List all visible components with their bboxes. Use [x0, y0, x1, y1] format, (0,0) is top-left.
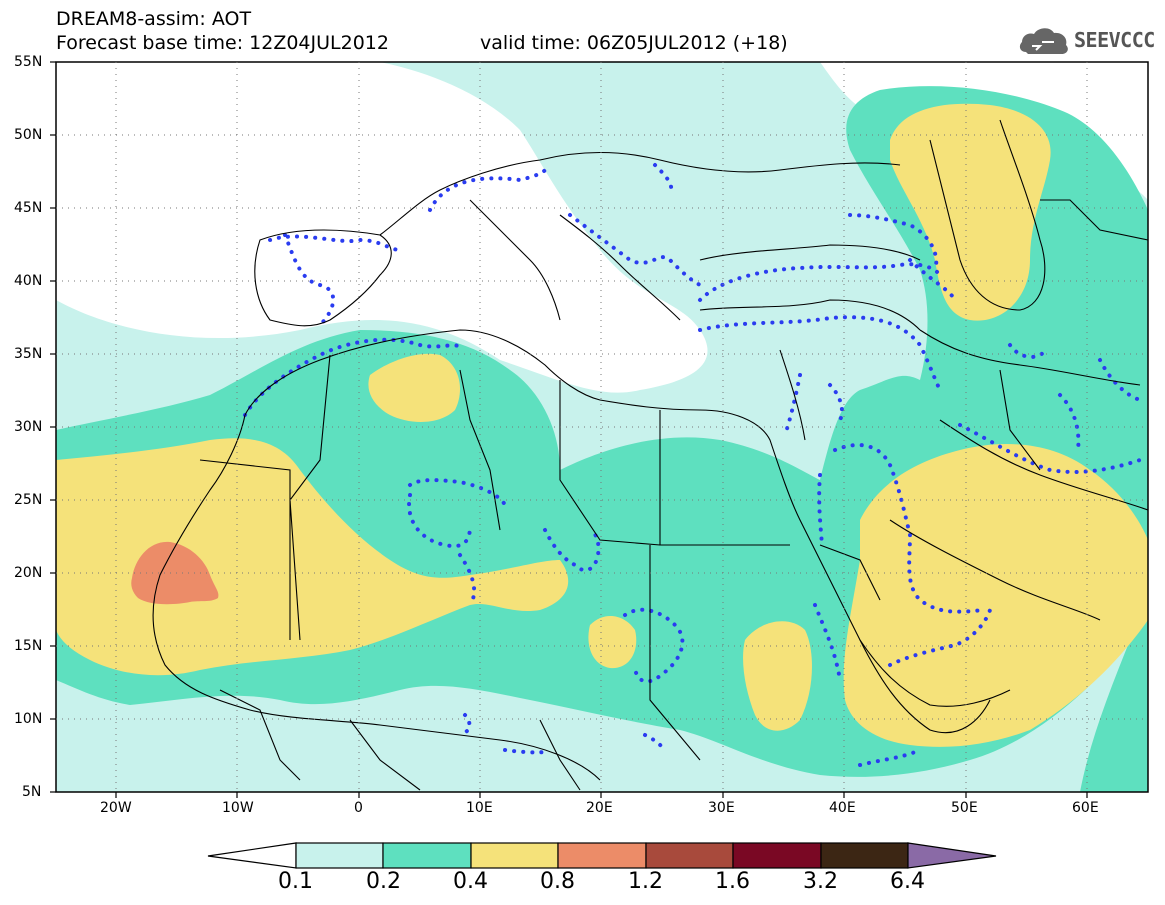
colorbar-label: 0.4	[453, 869, 488, 894]
colorbar-bin-4	[645, 842, 734, 869]
lon-label: 60E	[1072, 800, 1099, 816]
colorbar-label: 3.2	[803, 869, 838, 894]
colorbar-label: 1.2	[628, 869, 663, 894]
cloud-icon	[1019, 28, 1068, 54]
aot-patch-chad	[588, 615, 637, 669]
seevccc-logo: SEEVCCC	[1018, 22, 1158, 58]
graticule	[56, 62, 1148, 792]
axis-ticks	[50, 61, 1088, 798]
colorbar-bin-6	[820, 842, 909, 869]
colorbar-bin-1	[382, 842, 472, 869]
lat-label: 30N	[14, 419, 43, 435]
lat-label: 55N	[14, 54, 43, 70]
coastlines	[152, 119, 1148, 791]
colorbar-bin-0	[295, 842, 384, 869]
lat-label: 25N	[14, 492, 43, 508]
lat-label: 35N	[14, 346, 43, 362]
aot-patch-sahara-west	[56, 438, 569, 676]
aot-patch-caspian	[890, 103, 1051, 321]
colorbar-bin-2	[470, 842, 559, 869]
forecast-base-time: Forecast base time: 12Z04JUL2012	[56, 32, 389, 54]
lat-label: 45N	[14, 200, 43, 216]
aot-patch-algeria	[368, 353, 460, 422]
lon-label: 20W	[100, 800, 132, 816]
logo-text: SEEVCCC	[1074, 28, 1155, 52]
lon-label: 20E	[586, 800, 613, 816]
colorbar-bin-3	[557, 842, 647, 869]
colorbar-label: 6.4	[890, 869, 925, 894]
lat-label: 15N	[14, 638, 43, 654]
colorbar-bin-5	[732, 842, 822, 869]
colorbar-label: 1.6	[715, 869, 750, 894]
lat-label: 50N	[14, 127, 43, 143]
aot-peak-mauritania	[131, 541, 219, 605]
aot-patch-sudan	[743, 621, 812, 731]
lat-label: 40N	[14, 273, 43, 289]
lat-label: 10N	[14, 711, 43, 727]
colorbar-arrow-high	[907, 842, 997, 869]
colorbar-label: 0.2	[366, 869, 401, 894]
colorbar-label: 0.8	[540, 869, 575, 894]
lat-label: 20N	[14, 565, 43, 581]
lon-label: 50E	[951, 800, 978, 816]
lon-label: 30E	[708, 800, 735, 816]
valid-time: valid time: 06Z05JUL2012 (+18)	[480, 32, 788, 54]
lon-label: 0	[354, 800, 363, 816]
map-title: DREAM8-assim: AOT	[56, 8, 252, 30]
colorbar	[207, 842, 997, 869]
lon-label: 10E	[466, 800, 493, 816]
colorbar-label: 0.1	[278, 869, 313, 894]
colorbar-arrow-low	[207, 842, 297, 869]
lon-label: 40E	[829, 800, 856, 816]
lon-label: 10W	[222, 800, 254, 816]
aot-patch-arabia	[843, 444, 1148, 747]
lat-label: 5N	[22, 784, 42, 800]
